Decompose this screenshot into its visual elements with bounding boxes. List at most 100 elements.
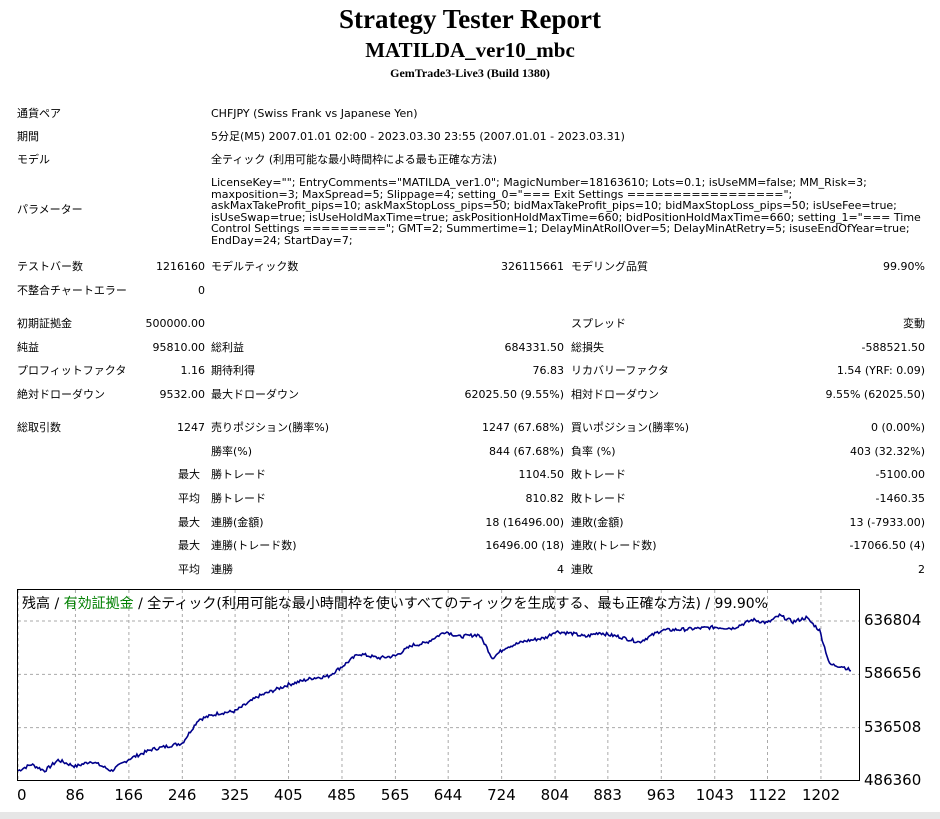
long-label: 買いポジション(勝率%) bbox=[571, 421, 690, 434]
x-tick-label: 246 bbox=[167, 786, 197, 804]
cons-loss-cnt-value: -17066.50 (4) bbox=[849, 539, 925, 552]
model-label: モデル bbox=[17, 153, 50, 166]
largest-loss-value: -5100.00 bbox=[875, 468, 925, 481]
y-tick-label: 586656 bbox=[864, 664, 922, 683]
x-tick-label: 0 bbox=[17, 786, 27, 804]
max-label-1: 最大 bbox=[178, 468, 200, 481]
avg-cons-loss-label: 連敗 bbox=[571, 563, 593, 576]
bars-label: テストバー数 bbox=[17, 260, 83, 273]
params-label: パラメーター bbox=[17, 203, 83, 216]
max-dd-label: 最大ドローダウン bbox=[211, 388, 299, 401]
deposit-value: 500000.00 bbox=[145, 317, 206, 330]
x-tick-label: 804 bbox=[540, 786, 570, 804]
gross-profit-value: 684331.50 bbox=[504, 341, 565, 354]
report-title: Strategy Tester Report bbox=[339, 4, 601, 34]
params-value: LicenseKey=""; EntryComments="MATILDA_ve… bbox=[211, 176, 921, 247]
avg-label-2: 平均 bbox=[178, 563, 200, 576]
expected-value: 76.83 bbox=[532, 364, 565, 377]
loss-rate-value: 403 (32.32%) bbox=[849, 445, 925, 458]
legend-equity: 有効証拠金 bbox=[63, 596, 134, 612]
x-tick-label: 86 bbox=[65, 786, 85, 804]
avg-win-label: 勝トレード bbox=[211, 492, 266, 505]
loss-rate-label: 負率 (%) bbox=[571, 445, 616, 458]
spread-value: 変動 bbox=[903, 317, 925, 330]
largest-win-label: 勝トレード bbox=[211, 468, 266, 481]
expected-label: 期待利得 bbox=[211, 364, 255, 377]
symbol-value: CHFJPY (Swiss Frank vs Japanese Yen) bbox=[211, 107, 418, 120]
mismatch-value: 0 bbox=[198, 284, 205, 297]
rel-dd-label: 相対ドローダウン bbox=[571, 388, 659, 401]
legend-sep: / bbox=[50, 596, 64, 612]
net-value: 95810.00 bbox=[152, 341, 206, 354]
avg-loss-value: -1460.35 bbox=[875, 492, 925, 505]
pf-label: プロフィットファクタ bbox=[17, 364, 127, 377]
chart-legend: 残高 / 有効証拠金 / 全ティック(利用可能な最小時間枠を使いすべてのティック… bbox=[22, 593, 768, 613]
long-value: 0 (0.00%) bbox=[870, 421, 925, 434]
gross-loss-value: -588521.50 bbox=[861, 341, 925, 354]
win-rate-label: 勝率(%) bbox=[211, 445, 253, 458]
x-tick-label: 166 bbox=[114, 786, 144, 804]
avg-loss-label: 敗トレード bbox=[571, 492, 626, 505]
period-value: 5分足(M5) 2007.01.01 02:00 - 2023.03.30 23… bbox=[211, 130, 625, 143]
cons-loss-amt-value: 13 (-7933.00) bbox=[849, 516, 925, 529]
x-tick-label: 1043 bbox=[695, 786, 734, 804]
pf-value: 1.16 bbox=[180, 364, 206, 377]
quality-label: モデリング品質 bbox=[571, 260, 648, 273]
avg-cons-loss-value: 2 bbox=[918, 563, 925, 576]
x-tick-label: 724 bbox=[487, 786, 516, 804]
abs-dd-value: 9532.00 bbox=[159, 388, 206, 401]
total-trades-label: 総取引数 bbox=[17, 421, 61, 434]
x-tick-label: 644 bbox=[433, 786, 463, 804]
total-trades-value: 1247 bbox=[177, 421, 205, 434]
bars-value: 1216160 bbox=[156, 260, 205, 273]
avg-cons-win-label: 連勝 bbox=[211, 563, 233, 576]
trades-table-header-strip bbox=[0, 812, 940, 819]
y-tick-label: 486360 bbox=[864, 771, 922, 789]
short-label: 売りポジション(勝率%) bbox=[211, 421, 330, 434]
short-value: 1247 (67.68%) bbox=[481, 421, 564, 434]
x-tick-label: 405 bbox=[274, 786, 303, 804]
balance-series-line bbox=[18, 612, 852, 773]
cons-loss-amt-label: 連敗(金額) bbox=[571, 516, 624, 529]
avg-win-value: 810.82 bbox=[525, 492, 565, 505]
avg-cons-win-value: 4 bbox=[557, 563, 564, 576]
server-name: GemTrade3-Live3 (Build 1380) bbox=[390, 66, 550, 80]
x-tick-label: 963 bbox=[646, 786, 676, 804]
cons-loss-cnt-label: 連敗(トレード数) bbox=[571, 539, 657, 552]
cons-wins-cnt-value: 16496.00 (18) bbox=[485, 539, 564, 552]
recovery-value: 1.54 (YRF: 0.09) bbox=[836, 364, 925, 377]
legend-balance: 残高 bbox=[22, 596, 50, 612]
max-label-2: 最大 bbox=[178, 516, 200, 529]
cons-wins-cnt-label: 連勝(トレード数) bbox=[211, 539, 297, 552]
abs-dd-label: 絶対ドローダウン bbox=[17, 388, 105, 401]
x-tick-label: 883 bbox=[593, 786, 622, 804]
y-tick-label: 636804 bbox=[864, 611, 922, 629]
balance-chart bbox=[17, 589, 860, 781]
legend-rest: / 全ティック(利用可能な最小時間枠を使いすべてのティックを生成する、最も正確な… bbox=[133, 596, 768, 612]
ea-name: MATILDA_ver10_mbc bbox=[365, 38, 575, 62]
chart-plot bbox=[18, 590, 859, 780]
rel-dd-value: 9.55% (62025.50) bbox=[825, 388, 925, 401]
gross-loss-label: 総損失 bbox=[571, 341, 604, 354]
period-label: 期間 bbox=[17, 130, 39, 143]
ticks-value: 326115661 bbox=[501, 260, 564, 273]
x-tick-label: 485 bbox=[327, 786, 357, 804]
net-label: 純益 bbox=[17, 341, 39, 354]
quality-value: 99.90% bbox=[883, 260, 925, 273]
avg-label-1: 平均 bbox=[178, 492, 200, 505]
win-rate-value: 844 (67.68%) bbox=[488, 445, 564, 458]
x-tick-label: 325 bbox=[220, 786, 250, 804]
recovery-label: リカバリーファクタ bbox=[571, 364, 669, 377]
gross-profit-label: 総利益 bbox=[211, 341, 244, 354]
cons-wins-amt-value: 18 (16496.00) bbox=[485, 516, 564, 529]
symbol-label: 通貨ペア bbox=[17, 107, 61, 120]
deposit-label: 初期証拠金 bbox=[17, 317, 72, 330]
max-label-3: 最大 bbox=[178, 539, 200, 552]
y-tick-label: 536508 bbox=[864, 717, 922, 736]
ticks-label: モデルティック数 bbox=[211, 260, 299, 273]
x-tick-label: 565 bbox=[380, 786, 410, 804]
spread-label: スプレッド bbox=[571, 317, 626, 330]
largest-loss-label: 敗トレード bbox=[571, 468, 626, 481]
cons-wins-amt-label: 連勝(金額) bbox=[211, 516, 264, 529]
x-tick-label: 1202 bbox=[801, 786, 841, 804]
